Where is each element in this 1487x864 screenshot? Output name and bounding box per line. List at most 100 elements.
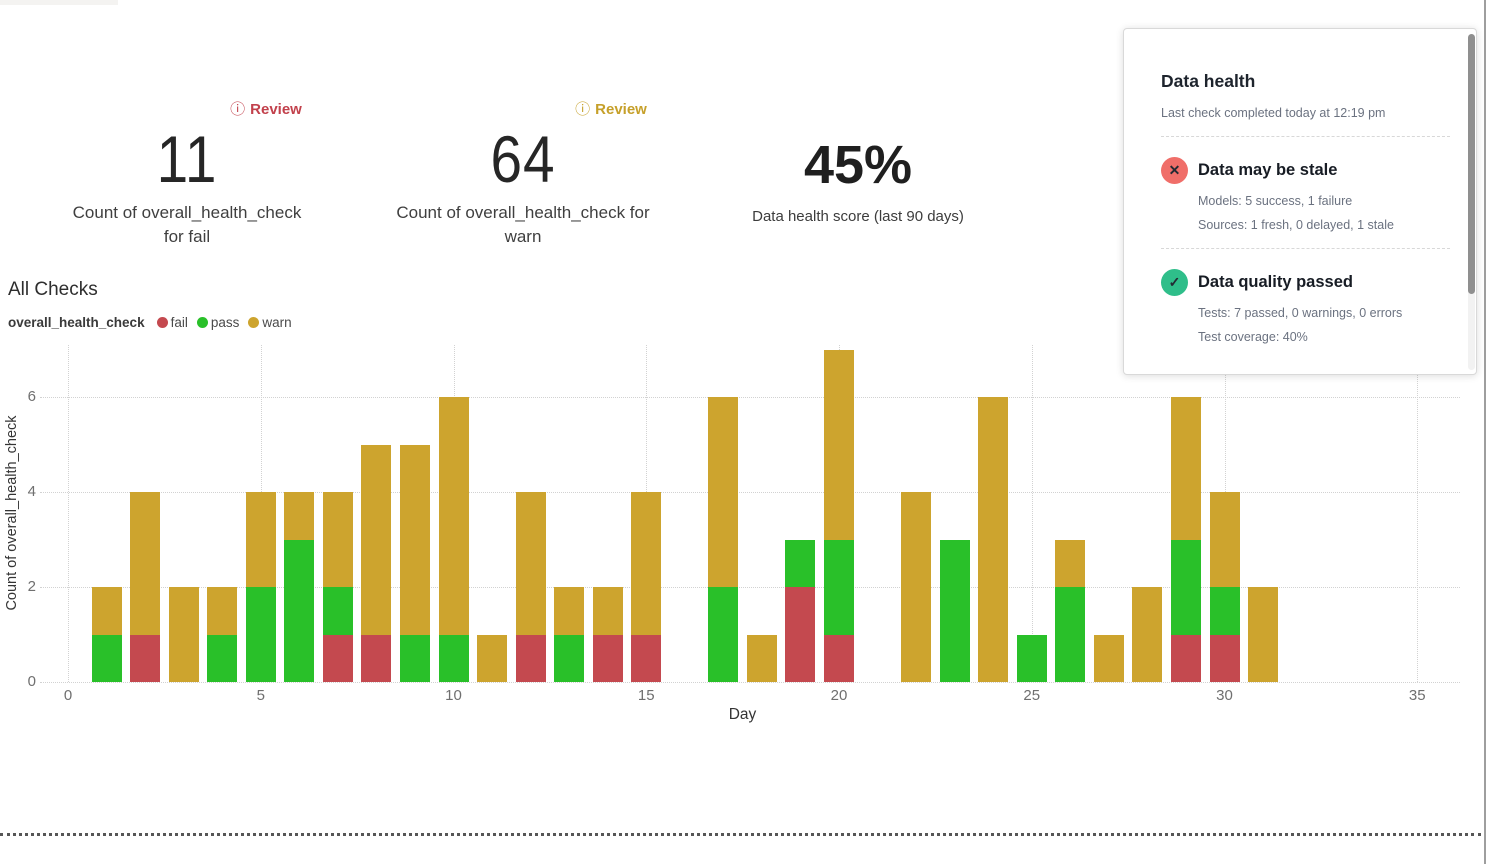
bar-day7-warn[interactable] [322,492,353,587]
kpi-label-warn: Count of overall_health_check for warn [396,203,650,247]
bar-day15-warn[interactable] [631,492,662,635]
bar-day14-warn[interactable] [592,587,623,635]
status-row-stale: ✕ Data may be stale [1161,157,1450,184]
bar-day27-warn[interactable] [1093,634,1124,682]
y-axis-title: Count of overall_health_check [4,415,20,611]
chart-legend: overall_health_check fail pass warn [8,315,301,330]
bar-day1-warn[interactable] [91,587,122,635]
bar-day12-fail[interactable] [515,634,546,682]
bar-day25-pass[interactable] [1016,634,1047,682]
bar-day8-fail[interactable] [361,634,392,682]
gridline-vertical [1031,345,1033,682]
bar-day12-warn[interactable] [515,492,546,635]
bar-day3-warn[interactable] [168,587,199,682]
review-badge-warn[interactable]: ⓘ Review [575,101,647,118]
bar-day10-warn[interactable] [438,397,469,635]
bar-day29-fail[interactable] [1170,634,1201,682]
bar-day5-warn[interactable] [245,492,276,587]
bar-day31-warn[interactable] [1248,587,1279,682]
bar-day18-warn[interactable] [746,634,777,682]
status-title-stale: Data may be stale [1198,161,1338,179]
kpi-card-health-score: 45% Data health score (last 90 days) [708,135,1008,225]
chart-title: All Checks [8,279,98,300]
y-tick-label: 4 [27,483,36,500]
bar-day20-fail[interactable] [824,634,854,682]
legend-label-warn: warn [262,315,292,330]
bar-day10-pass[interactable] [438,634,469,682]
legend-item-warn[interactable]: warn [248,315,292,330]
x-tick-label: 5 [256,687,265,704]
bar-day13-warn[interactable] [554,587,585,635]
bar-day4-pass[interactable] [207,634,238,682]
bar-day1-pass[interactable] [91,634,122,682]
info-icon: ⓘ [230,101,246,118]
bar-day4-warn[interactable] [207,587,238,635]
review-badge-label: Review [250,101,302,118]
bar-day26-pass[interactable] [1055,587,1086,682]
bar-day2-warn[interactable] [130,492,161,635]
bar-day19-fail[interactable] [785,587,816,682]
gridline-horizontal [40,397,1460,398]
status-coverage-line: Test coverage: 40% [1198,330,1308,344]
x-tick-label: 30 [1216,687,1233,704]
divider [1161,248,1450,249]
x-tick-label: 0 [63,687,73,704]
status-tests-line: Tests: 7 passed, 0 warnings, 0 errors [1198,306,1403,320]
bar-day5-pass[interactable] [245,587,276,682]
bar-day19-pass[interactable] [785,539,816,587]
bar-day6-pass[interactable] [284,539,315,682]
bar-day22-warn[interactable] [901,492,932,682]
fail-dot-icon [156,317,168,328]
bar-day9-pass[interactable] [399,634,430,682]
x-tick-label: 35 [1408,687,1426,704]
kpi-value-fail: 11 [156,122,218,196]
bar-day7-fail[interactable] [322,634,353,682]
bar-day20-pass[interactable] [824,539,854,635]
legend-item-pass[interactable]: pass [196,315,240,330]
status-row-quality: ✓ Data quality passed [1161,269,1450,296]
bar-day28-warn[interactable] [1132,587,1163,682]
panel-scrollbar-thumb[interactable] [1468,34,1475,294]
bottom-dotted-divider [0,833,1481,836]
bar-day30-fail[interactable] [1209,634,1240,682]
bar-day24-warn[interactable] [978,397,1009,682]
kpi-card-warn-count: ⓘ Review 64 Count of overall_health_chec… [373,101,673,249]
gridline-horizontal [40,587,1460,588]
status-models-line: Models: 5 success, 1 failure [1198,194,1353,208]
bar-day30-pass[interactable] [1209,587,1240,635]
bar-day17-warn[interactable] [708,397,739,587]
pass-dot-icon [196,317,208,328]
x-tick-label: 20 [830,687,848,704]
bar-day30-warn[interactable] [1209,492,1240,587]
bar-day9-warn[interactable] [399,444,430,635]
check-icon: ✓ [1161,269,1188,296]
y-tick-label: 0 [27,673,36,690]
kpi-value-health-score: 45% [803,135,913,195]
bar-day13-pass[interactable] [554,634,585,682]
bar-day6-warn[interactable] [284,492,315,540]
x-tick-label: 10 [445,687,462,704]
kpi-card-fail-count: ⓘ Review 11 Count of overall_health_chec… [37,101,337,249]
bar-day7-pass[interactable] [322,587,353,635]
bar-day29-pass[interactable] [1170,539,1201,635]
bar-day2-fail[interactable] [130,634,161,682]
bar-day20-warn[interactable] [824,349,854,540]
y-tick-label: 2 [27,578,36,595]
bar-day15-fail[interactable] [631,634,662,682]
bar-day17-pass[interactable] [708,587,739,682]
bar-day8-warn[interactable] [361,444,392,635]
bar-day23-pass[interactable] [939,539,970,682]
review-badge-fail[interactable]: ⓘ Review [230,101,302,118]
bar-day14-fail[interactable] [592,634,623,682]
bar-day29-warn[interactable] [1170,397,1201,540]
bar-day11-warn[interactable] [477,634,508,682]
bar-day26-warn[interactable] [1055,539,1086,587]
gridline-horizontal [40,682,1460,683]
legend-item-fail[interactable]: fail [156,315,188,330]
legend-label-pass: pass [210,315,240,330]
panel-title: Data health [1161,71,1256,91]
window-right-edge [1484,0,1486,864]
y-tick-label: 6 [27,388,36,405]
gridline-vertical [1417,345,1419,682]
